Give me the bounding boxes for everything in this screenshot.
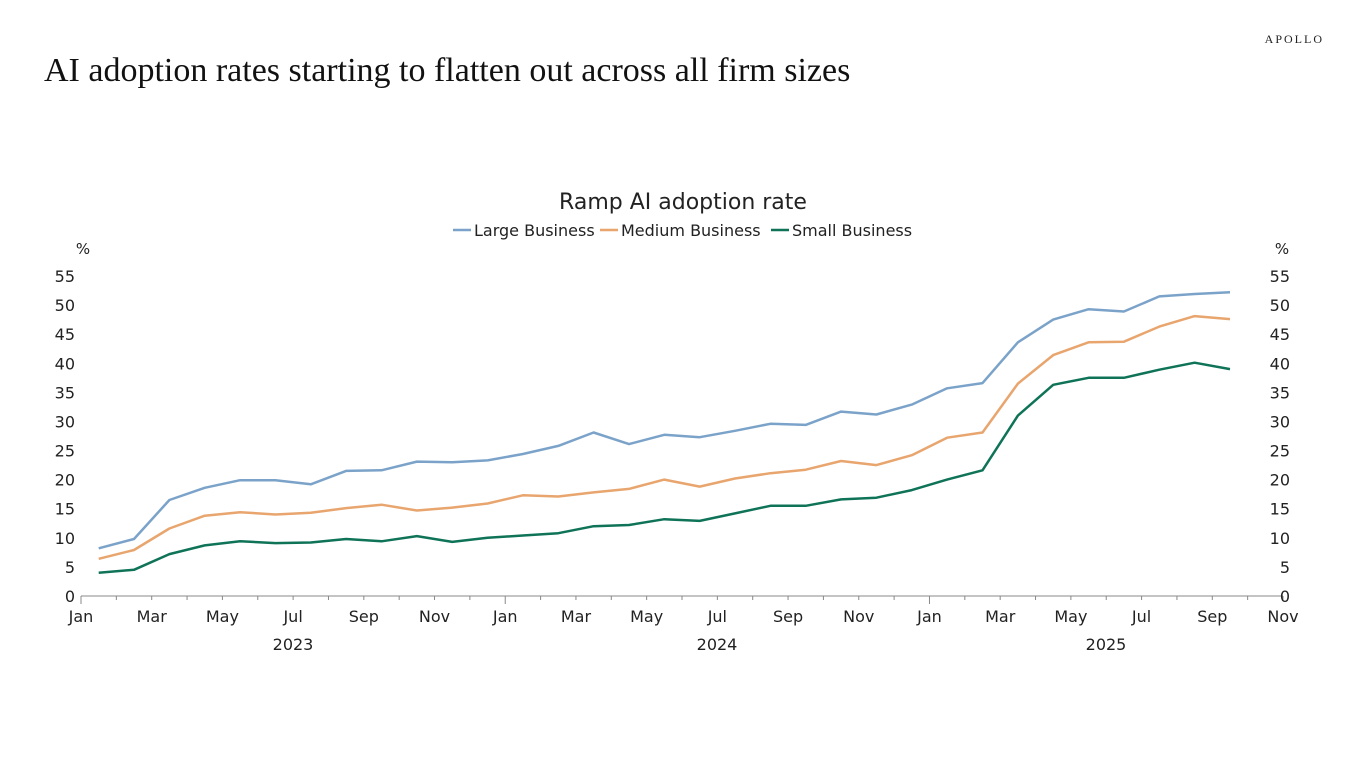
y-tick-label-left: 5 [65, 558, 75, 577]
y-tick-label-left: 30 [55, 412, 75, 431]
legend-label: Large Business [474, 221, 595, 240]
legend-label: Medium Business [621, 221, 761, 240]
y-tick-label-right: 55 [1270, 267, 1290, 286]
y-tick-label-left: 25 [55, 442, 75, 461]
y-tick-label-right: 0 [1280, 587, 1290, 606]
y-tick-label-left: 55 [55, 267, 75, 286]
y-tick-label-right: 15 [1270, 500, 1290, 519]
y-tick-label-left: 40 [55, 354, 75, 373]
y-tick-label-right: 5 [1280, 558, 1290, 577]
legend: Large Business Medium Business Small Busin… [453, 221, 912, 240]
x-tick-label: Sep [1197, 607, 1227, 626]
year-label: 2023 [273, 635, 314, 654]
y-tick-label-left: 50 [55, 296, 75, 315]
x-tick-label: May [206, 607, 239, 626]
x-tick-label: Jul [1131, 607, 1151, 626]
y-tick-label-left: 35 [55, 383, 75, 402]
y-tick-label-left: 10 [55, 529, 75, 548]
y-tick-label-right: 20 [1270, 471, 1290, 490]
y-tick-label-right: 40 [1270, 354, 1290, 373]
x-tick-label: Nov [419, 607, 450, 626]
y-tick-label-left: 15 [55, 500, 75, 519]
y-tick-label-right: 35 [1270, 383, 1290, 402]
x-tick-label: Jan [492, 607, 518, 626]
y-tick-label-left: 0 [65, 587, 75, 606]
year-label: 2025 [1086, 635, 1127, 654]
x-tick-label: Sep [349, 607, 379, 626]
x-tick-label: Jan [68, 607, 94, 626]
x-tick-label: Mar [561, 607, 592, 626]
y-unit-left: % [76, 240, 90, 258]
y-tick-label-left: 45 [55, 325, 75, 344]
apollo-logo: APOLLO [1264, 32, 1324, 46]
y-tick-label-right: 25 [1270, 442, 1290, 461]
series-line-medium-business [98, 314, 1231, 561]
x-tick-label: Jul [707, 607, 727, 626]
x-tick-label: Mar [985, 607, 1016, 626]
y-tick-label-right: 45 [1270, 325, 1290, 344]
x-tick-label: Nov [1267, 607, 1298, 626]
series-line-large-business [98, 291, 1231, 550]
page-title: AI adoption rates starting to flatten ou… [44, 52, 851, 89]
x-tick-label: May [630, 607, 663, 626]
y-tick-label-right: 10 [1270, 529, 1290, 548]
y-tick-label-right: 50 [1270, 296, 1290, 315]
series-line-small-business [98, 361, 1231, 574]
x-tick-label: Jan [916, 607, 942, 626]
y-tick-label-right: 30 [1270, 412, 1290, 431]
x-tick-label: Nov [843, 607, 874, 626]
x-tick-label: Jul [282, 607, 302, 626]
x-tick-label: May [1054, 607, 1087, 626]
x-tick-label: Sep [773, 607, 803, 626]
year-label: 2024 [697, 635, 738, 654]
legend-label: Small Business [792, 221, 912, 240]
x-tick-label: Mar [137, 607, 168, 626]
chart-title: Ramp AI adoption rate [559, 190, 807, 215]
y-tick-label-left: 20 [55, 471, 75, 490]
y-unit-right: % [1275, 240, 1289, 258]
